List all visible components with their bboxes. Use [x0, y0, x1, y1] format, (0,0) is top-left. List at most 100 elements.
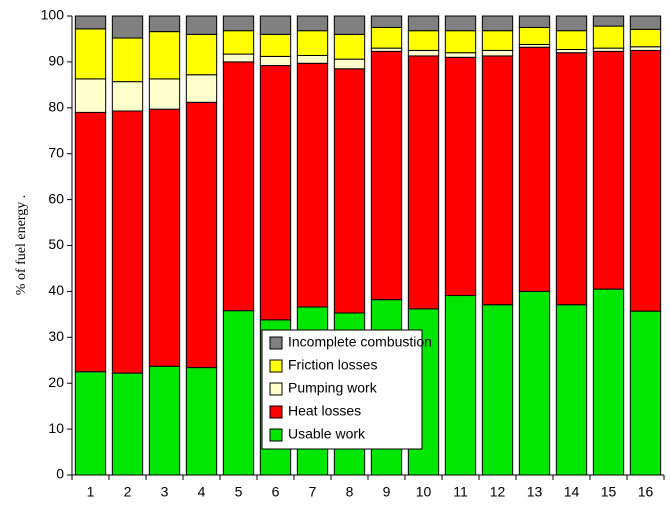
- bar-segment: [148, 108, 181, 367]
- bar-segment: [555, 30, 588, 51]
- x-tick-label: 9: [383, 484, 391, 500]
- x-tick-label: 4: [198, 484, 206, 500]
- bar-segment: [111, 15, 144, 39]
- bar-segment: [222, 15, 255, 32]
- bar-segment: [74, 371, 107, 476]
- y-tick-label: 40: [48, 282, 64, 298]
- bar-segment: [592, 50, 625, 290]
- legend-label: Friction losses: [288, 357, 377, 373]
- bar-segment: [444, 15, 477, 32]
- x-tick-label: 16: [638, 484, 654, 500]
- bar-segment: [444, 56, 477, 297]
- legend-swatch: [269, 359, 283, 373]
- bar-segment: [296, 15, 329, 32]
- legend-swatch: [269, 428, 283, 442]
- bar-segment: [555, 15, 588, 32]
- bar-segment: [370, 26, 403, 49]
- bar-segment: [74, 78, 107, 113]
- bar-segment: [518, 26, 551, 45]
- bar-segment: [481, 304, 514, 476]
- y-tick-label: 100: [41, 7, 65, 23]
- bar-segment: [185, 33, 218, 76]
- x-tick-label: 1: [87, 484, 95, 500]
- bar-segment: [481, 15, 514, 32]
- bar-segment: [296, 54, 329, 64]
- legend-label: Usable work: [288, 426, 366, 442]
- x-tick-label: 10: [416, 484, 432, 500]
- bar-segment: [222, 61, 255, 312]
- x-tick-label: 11: [453, 484, 468, 500]
- legend-swatch: [269, 405, 283, 419]
- legend-label: Heat losses: [288, 403, 361, 419]
- bar-segment: [111, 37, 144, 83]
- y-tick-label: 20: [48, 374, 64, 390]
- bar-segment: [444, 30, 477, 54]
- x-tick-label: 8: [346, 484, 354, 500]
- bar-segment: [148, 15, 181, 33]
- bar-segment: [629, 15, 662, 30]
- bar-segment: [111, 110, 144, 374]
- bar-segment: [444, 52, 477, 58]
- x-tick-label: 12: [490, 484, 506, 500]
- x-tick-label: 7: [309, 484, 317, 500]
- x-tick-label: 2: [124, 484, 132, 500]
- y-tick-label: 60: [48, 190, 64, 206]
- bar-segment: [111, 81, 144, 112]
- bar-segment: [407, 55, 440, 310]
- bar-segment: [481, 49, 514, 57]
- y-axis-label: % of fuel energy .: [14, 195, 29, 295]
- bar-segment: [259, 15, 292, 35]
- x-tick-label: 3: [161, 484, 169, 500]
- bar-segment: [555, 304, 588, 476]
- bar-segment: [222, 53, 255, 63]
- bar-segment: [259, 33, 292, 57]
- x-tick-label: 13: [527, 484, 543, 500]
- bar-segment: [74, 15, 107, 30]
- y-tick-label: 90: [48, 53, 64, 69]
- bar-segment: [148, 365, 181, 476]
- x-tick-label: 5: [235, 484, 243, 500]
- bar-segment: [148, 31, 181, 80]
- legend-swatch: [269, 382, 283, 396]
- bar-segment: [407, 15, 440, 32]
- x-tick-label: 6: [272, 484, 280, 500]
- bar-segment: [333, 58, 366, 70]
- bar-segment: [444, 295, 477, 476]
- bar-segment: [185, 101, 218, 369]
- legend-label: Incomplete combustion: [288, 334, 432, 350]
- y-tick-label: 80: [48, 99, 64, 115]
- bar-segment: [518, 15, 551, 28]
- bar-segment: [629, 49, 662, 312]
- bar-segment: [296, 62, 329, 308]
- legend-swatch: [269, 336, 283, 350]
- bar-segment: [148, 78, 181, 110]
- bar-segment: [629, 310, 662, 476]
- bar-segment: [592, 288, 625, 476]
- bar-segment: [222, 310, 255, 476]
- y-tick-label: 70: [48, 144, 64, 160]
- y-tick-label: 0: [56, 466, 64, 482]
- bar-segment: [518, 46, 551, 292]
- bar-segment: [481, 30, 514, 51]
- bar-segment: [407, 49, 440, 57]
- bar-segment: [370, 15, 403, 28]
- bar-segment: [111, 372, 144, 476]
- bar-segment: [407, 30, 440, 51]
- bar-segment: [370, 50, 403, 301]
- y-tick-label: 30: [48, 328, 64, 344]
- bar-segment: [185, 15, 218, 35]
- x-tick-label: 15: [601, 484, 617, 500]
- bar-segment: [296, 30, 329, 56]
- bar-segment: [481, 55, 514, 306]
- bar-segment: [185, 367, 218, 476]
- bar-segment: [555, 52, 588, 306]
- bar-segment: [185, 74, 218, 103]
- y-tick-label: 50: [48, 236, 64, 252]
- bar-segment: [222, 30, 255, 55]
- bar-segment: [74, 28, 107, 80]
- legend-label: Pumping work: [288, 380, 378, 396]
- bar-segment: [629, 28, 662, 48]
- x-tick-label: 14: [564, 484, 580, 500]
- bar-segment: [592, 15, 625, 27]
- bar-segment: [629, 46, 662, 51]
